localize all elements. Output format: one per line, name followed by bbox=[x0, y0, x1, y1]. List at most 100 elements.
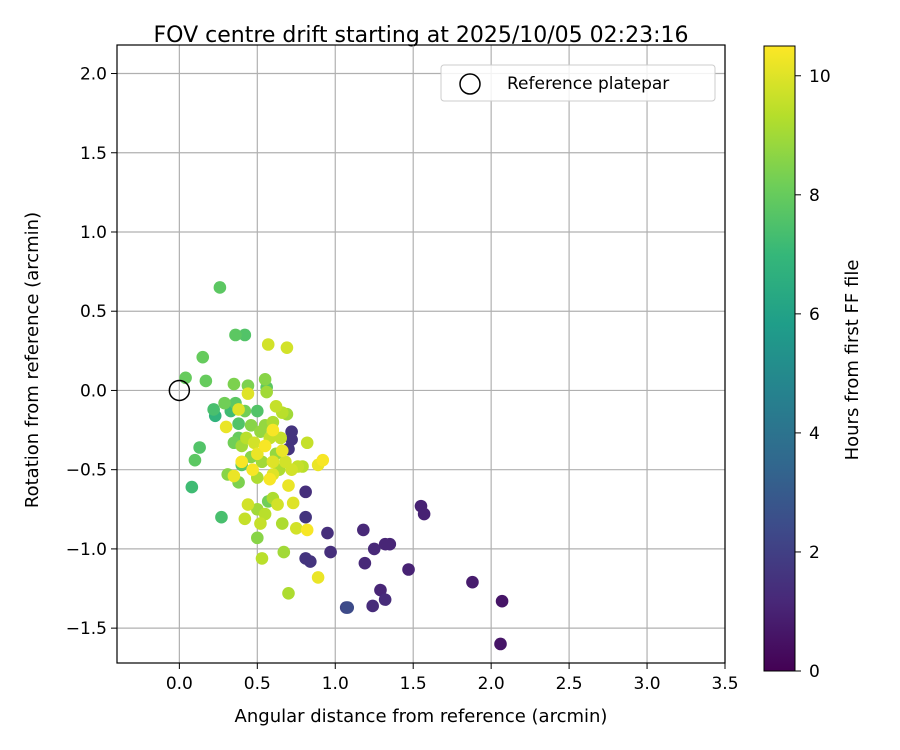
legend-box bbox=[440, 64, 716, 102]
data-point bbox=[193, 441, 206, 454]
data-point bbox=[229, 328, 242, 342]
x-tick-label: 0.5 bbox=[244, 674, 271, 694]
x-axis-label: Angular distance from reference (arcmin) bbox=[235, 706, 608, 727]
colorbar-tick-label: 10 bbox=[809, 67, 831, 87]
data-point bbox=[316, 453, 330, 467]
colorbar: 0 2 4 6 8 10 Hours from first FF file bbox=[763, 45, 863, 682]
data-point bbox=[402, 563, 415, 576]
data-point bbox=[213, 281, 227, 294]
data-point bbox=[207, 403, 220, 416]
data-point bbox=[311, 571, 325, 584]
data-point bbox=[215, 510, 228, 524]
data-point bbox=[374, 583, 387, 597]
data-point bbox=[366, 599, 379, 613]
data-point bbox=[282, 479, 295, 492]
data-point bbox=[232, 417, 245, 431]
x-axis-ticks: 0.0 0.5 1.0 1.5 2.0 2.5 3.0 3.5 bbox=[166, 663, 739, 694]
data-point bbox=[266, 455, 280, 469]
data-point bbox=[235, 455, 249, 469]
x-tick-label: 0.0 bbox=[166, 674, 193, 694]
data-point bbox=[238, 512, 252, 526]
data-point bbox=[321, 526, 334, 540]
data-point bbox=[258, 373, 272, 386]
data-point bbox=[247, 436, 261, 450]
y-tick-label: −1.0 bbox=[66, 540, 107, 560]
data-point bbox=[199, 374, 213, 388]
x-tick-label: 2.5 bbox=[556, 674, 583, 694]
data-point bbox=[277, 545, 291, 559]
data-point bbox=[261, 338, 275, 351]
data-point bbox=[378, 537, 392, 551]
data-point bbox=[251, 447, 264, 461]
data-points bbox=[179, 281, 509, 651]
data-point bbox=[358, 556, 372, 570]
y-axis-label: Rotation from reference (arcmin) bbox=[22, 212, 43, 508]
data-point bbox=[238, 328, 252, 342]
data-point bbox=[271, 498, 284, 511]
colorbar-ticks: 0 2 4 6 8 10 bbox=[795, 67, 831, 682]
y-axis-ticks: −1.5 −1.0 −0.5 0.0 0.5 1.0 1.5 2.0 bbox=[66, 65, 117, 639]
colorbar-tick-label: 0 bbox=[809, 662, 820, 682]
data-point bbox=[289, 522, 303, 535]
colorbar-tick-label: 6 bbox=[809, 305, 820, 325]
colorbar-tick-label: 4 bbox=[809, 424, 820, 444]
data-point bbox=[417, 507, 431, 521]
colorbar-gradient bbox=[763, 45, 796, 672]
data-point bbox=[494, 637, 507, 651]
colorbar-tick-label: 2 bbox=[809, 543, 820, 563]
x-tick-label: 2.0 bbox=[478, 674, 505, 694]
data-point bbox=[255, 552, 269, 565]
data-point bbox=[285, 463, 298, 476]
data-point bbox=[241, 498, 255, 511]
data-point bbox=[246, 463, 259, 476]
data-point bbox=[299, 485, 312, 499]
data-point bbox=[254, 517, 267, 530]
x-tick-label: 3.5 bbox=[711, 674, 738, 694]
data-point bbox=[219, 420, 233, 434]
data-point bbox=[274, 431, 287, 445]
data-point bbox=[251, 404, 264, 418]
data-point bbox=[269, 399, 283, 413]
gridlines bbox=[117, 45, 726, 663]
data-point bbox=[227, 469, 241, 483]
reference-layer bbox=[168, 379, 191, 402]
data-point bbox=[275, 444, 289, 457]
data-point bbox=[378, 593, 392, 606]
y-tick-label: 2.0 bbox=[80, 65, 107, 85]
data-point bbox=[495, 594, 509, 608]
data-point bbox=[227, 377, 241, 391]
data-point bbox=[341, 601, 355, 614]
data-point bbox=[263, 472, 277, 486]
data-point bbox=[188, 453, 202, 467]
y-tick-label: 1.0 bbox=[80, 223, 107, 243]
data-point bbox=[367, 542, 381, 556]
data-point bbox=[275, 517, 289, 530]
y-tick-label: 1.5 bbox=[80, 144, 107, 164]
y-tick-label: 0.0 bbox=[80, 381, 107, 401]
legend: Reference platepar bbox=[440, 64, 716, 102]
data-point bbox=[266, 423, 280, 437]
data-point bbox=[300, 436, 314, 450]
data-point bbox=[196, 350, 210, 364]
data-point bbox=[218, 396, 231, 410]
chart-title: FOV centre drift starting at 2025/10/05 … bbox=[154, 23, 689, 48]
data-point bbox=[285, 425, 298, 438]
data-point bbox=[232, 403, 245, 416]
data-point bbox=[258, 507, 272, 521]
data-point bbox=[280, 341, 294, 354]
data-point bbox=[251, 531, 264, 545]
data-point bbox=[244, 419, 258, 432]
data-point bbox=[299, 552, 312, 565]
data-point bbox=[258, 439, 272, 453]
y-tick-label: −0.5 bbox=[66, 461, 107, 481]
data-point bbox=[357, 523, 370, 537]
data-point bbox=[300, 523, 314, 537]
data-point bbox=[286, 496, 300, 510]
colorbar-tick-label: 8 bbox=[809, 186, 820, 206]
x-tick-label: 1.0 bbox=[322, 674, 349, 694]
data-point bbox=[260, 385, 273, 399]
data-point bbox=[185, 480, 199, 494]
y-tick-label: 0.5 bbox=[80, 302, 107, 322]
data-point bbox=[299, 510, 312, 524]
